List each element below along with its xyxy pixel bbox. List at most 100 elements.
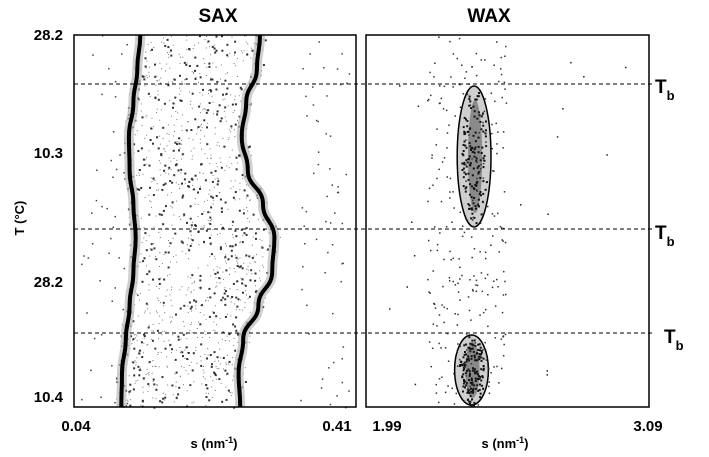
wax-speckle bbox=[473, 248, 476, 250]
sax-speckle bbox=[148, 371, 150, 373]
sax-speckle bbox=[222, 357, 225, 359]
sax-speckle bbox=[200, 129, 202, 131]
sax-speckle bbox=[250, 102, 252, 104]
sax-speckle bbox=[235, 309, 237, 311]
sax-speckle bbox=[209, 163, 211, 164]
sax-speckle bbox=[149, 139, 152, 141]
sax-speckle bbox=[209, 89, 212, 91]
wax-blob-speckle bbox=[477, 165, 480, 168]
sax-speckle bbox=[159, 119, 161, 121]
sax-speckle bbox=[180, 350, 182, 352]
wax-speckle bbox=[492, 170, 494, 172]
wax-speckle bbox=[479, 170, 481, 173]
sax-speckle bbox=[229, 288, 231, 290]
sax-speckle bbox=[238, 95, 240, 97]
sax-speckle bbox=[175, 254, 177, 256]
sax-speckle bbox=[212, 101, 214, 103]
sax-speckle bbox=[205, 229, 208, 232]
sax-speckle bbox=[171, 191, 173, 193]
sax-speckle bbox=[162, 331, 164, 333]
sax-speckle bbox=[186, 351, 188, 353]
sax-speckle bbox=[179, 187, 181, 189]
sax-speckle bbox=[159, 252, 161, 253]
sax-speckle bbox=[229, 129, 231, 131]
sax-speckle bbox=[240, 228, 243, 231]
wax-blob-speckle bbox=[473, 188, 476, 191]
sax-speckle bbox=[212, 229, 214, 231]
wax-speckle bbox=[462, 93, 465, 95]
sax-speckle bbox=[231, 296, 234, 298]
wax-speckle bbox=[500, 73, 503, 76]
sax-speckle bbox=[146, 368, 148, 370]
wax-blob-speckle bbox=[477, 136, 480, 139]
wax-blob-speckle bbox=[464, 190, 467, 193]
wax-blob-speckle bbox=[477, 198, 480, 201]
wax-blob-speckle bbox=[472, 391, 474, 394]
wax-speckle bbox=[520, 204, 522, 206]
sax-speckle bbox=[188, 365, 190, 366]
wax-speckle bbox=[468, 309, 471, 312]
sax-speckle bbox=[218, 342, 220, 344]
sax-speckle bbox=[235, 156, 238, 159]
wax-speckle bbox=[476, 161, 478, 164]
sax-speckle bbox=[144, 66, 146, 68]
sax-speckle bbox=[148, 71, 150, 73]
sax-speckle bbox=[139, 368, 141, 370]
sax-speckle bbox=[184, 182, 186, 184]
sax-speckle bbox=[317, 151, 320, 153]
wax-speckle bbox=[491, 132, 493, 135]
sax-speckle bbox=[131, 343, 133, 345]
sax-speckle bbox=[112, 176, 114, 178]
wax-blob-speckle bbox=[468, 347, 471, 350]
sax-speckle bbox=[233, 375, 235, 377]
wax-blob-speckle bbox=[471, 398, 474, 401]
wax-blob-speckle bbox=[473, 196, 475, 199]
wax-speckle bbox=[475, 279, 478, 282]
sax-speckle bbox=[201, 337, 203, 338]
sax-speckle bbox=[149, 248, 151, 250]
wax-blob-speckle bbox=[478, 92, 480, 95]
sax-speckle bbox=[138, 169, 141, 171]
sax-speckle bbox=[189, 217, 192, 220]
wax-speckle bbox=[469, 279, 471, 281]
wax-speckle bbox=[452, 86, 454, 88]
wax-speckle bbox=[480, 163, 482, 166]
wax-speckle bbox=[484, 98, 487, 100]
tb-label-1: Tb bbox=[655, 77, 675, 103]
wax-speckle bbox=[436, 243, 439, 246]
wax-speckle bbox=[436, 177, 438, 180]
wax-speckle bbox=[452, 53, 455, 55]
sax-speckle bbox=[128, 375, 130, 377]
sax-speckle bbox=[138, 174, 140, 176]
sax-speckle bbox=[188, 65, 191, 67]
sax-speckle bbox=[204, 378, 206, 380]
sax-speckle bbox=[108, 67, 110, 70]
sax-speckle bbox=[246, 53, 249, 56]
wax-blob-speckle bbox=[479, 191, 482, 193]
wax-blob-speckle bbox=[462, 185, 465, 188]
sax-speckle bbox=[213, 351, 216, 354]
wax-speckle bbox=[583, 76, 585, 78]
wax-speckle bbox=[462, 373, 465, 375]
sax-speckle bbox=[235, 316, 238, 319]
sax-speckle bbox=[138, 374, 141, 377]
sax-speckle bbox=[150, 201, 152, 203]
sax-speckle bbox=[141, 241, 143, 243]
sax-speckle bbox=[189, 91, 191, 93]
wax-speckle bbox=[436, 325, 438, 327]
wax-blob-speckle bbox=[481, 376, 484, 379]
sax-speckle bbox=[138, 172, 140, 174]
wax-speckle bbox=[411, 221, 413, 223]
sax-speckle bbox=[106, 207, 108, 210]
sax-speckle bbox=[226, 295, 229, 298]
tb-label-3-sub: b bbox=[676, 338, 684, 353]
wax-speckle bbox=[461, 64, 463, 66]
wax-blob-speckle bbox=[471, 343, 473, 346]
sax-speckle bbox=[214, 330, 216, 332]
sax-speckle bbox=[219, 157, 221, 159]
sax-speckle bbox=[202, 88, 204, 91]
wax-speckle bbox=[430, 249, 432, 252]
wax-blob-speckle bbox=[463, 344, 466, 347]
sax-speckle bbox=[232, 379, 234, 381]
sax-speckle bbox=[259, 238, 261, 240]
